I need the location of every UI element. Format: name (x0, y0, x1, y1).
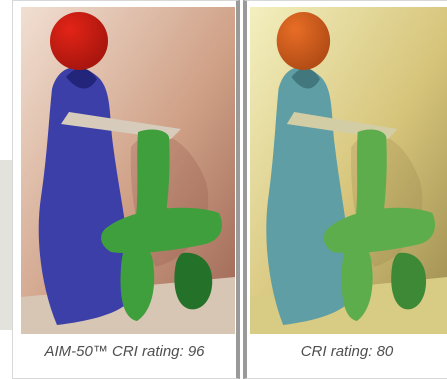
green-table-front-leg (341, 241, 373, 321)
figure-top-shadow (291, 68, 320, 89)
comparison-panel-cri-80: CRI rating: 80 (243, 0, 447, 379)
green-table-top-leg (136, 129, 170, 229)
figure-top-shadow (66, 68, 97, 89)
clay-scene-photo-cri-80 (250, 7, 447, 334)
clay-scene-photo-cri-96 (21, 7, 235, 334)
blue-figure (266, 67, 354, 326)
caption-cri-96: AIM-50™ CRI rating: 96 (44, 343, 205, 360)
red-ball (50, 12, 108, 70)
green-table-front-leg (120, 241, 155, 321)
green-table-side-leg (391, 252, 427, 310)
green-table-side-leg (174, 252, 213, 310)
blue-figure (38, 67, 134, 326)
green-table-top-leg (355, 129, 387, 229)
orange-ball (276, 12, 331, 70)
clay-scene-illustration-cri-96 (21, 7, 235, 334)
caption-cri-80: CRI rating: 80 (300, 343, 394, 360)
clay-scene-illustration-cri-80 (250, 7, 447, 334)
comparison-panel-cri-96: AIM-50™ CRI rating: 96 (12, 0, 240, 379)
